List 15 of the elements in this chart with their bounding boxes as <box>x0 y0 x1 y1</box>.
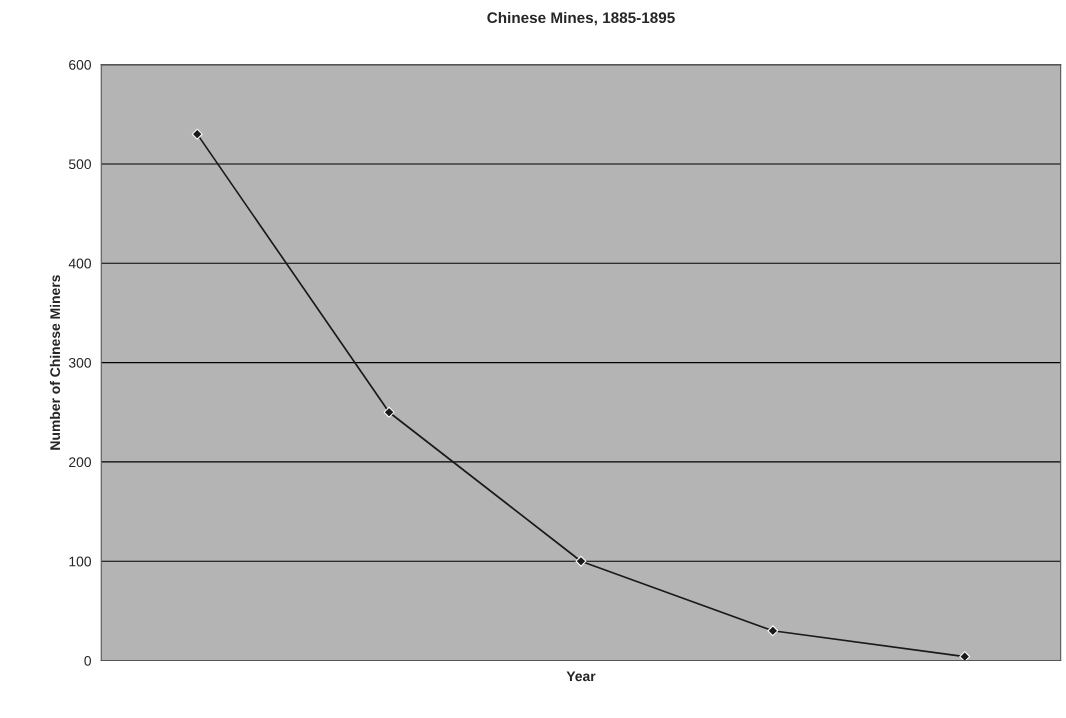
y-tick-label: 200 <box>69 457 92 468</box>
chart-title: Chinese Mines, 1885-1895 <box>487 11 675 26</box>
y-tick-label: 300 <box>68 357 92 368</box>
y-tick-label: 400 <box>68 258 92 269</box>
point <box>959 651 971 661</box>
x-axis-title: Year <box>566 671 596 682</box>
point <box>191 128 203 140</box>
y-tick-label: 500 <box>68 159 92 170</box>
y-axis-title: Number of Chinese Miners <box>49 275 61 450</box>
point <box>767 625 779 637</box>
y-tick-label: 600 <box>69 59 92 70</box>
point <box>575 555 587 567</box>
y-tick-label: 0 <box>84 655 92 666</box>
y-tick-label: 100 <box>69 556 92 567</box>
point <box>383 406 395 418</box>
